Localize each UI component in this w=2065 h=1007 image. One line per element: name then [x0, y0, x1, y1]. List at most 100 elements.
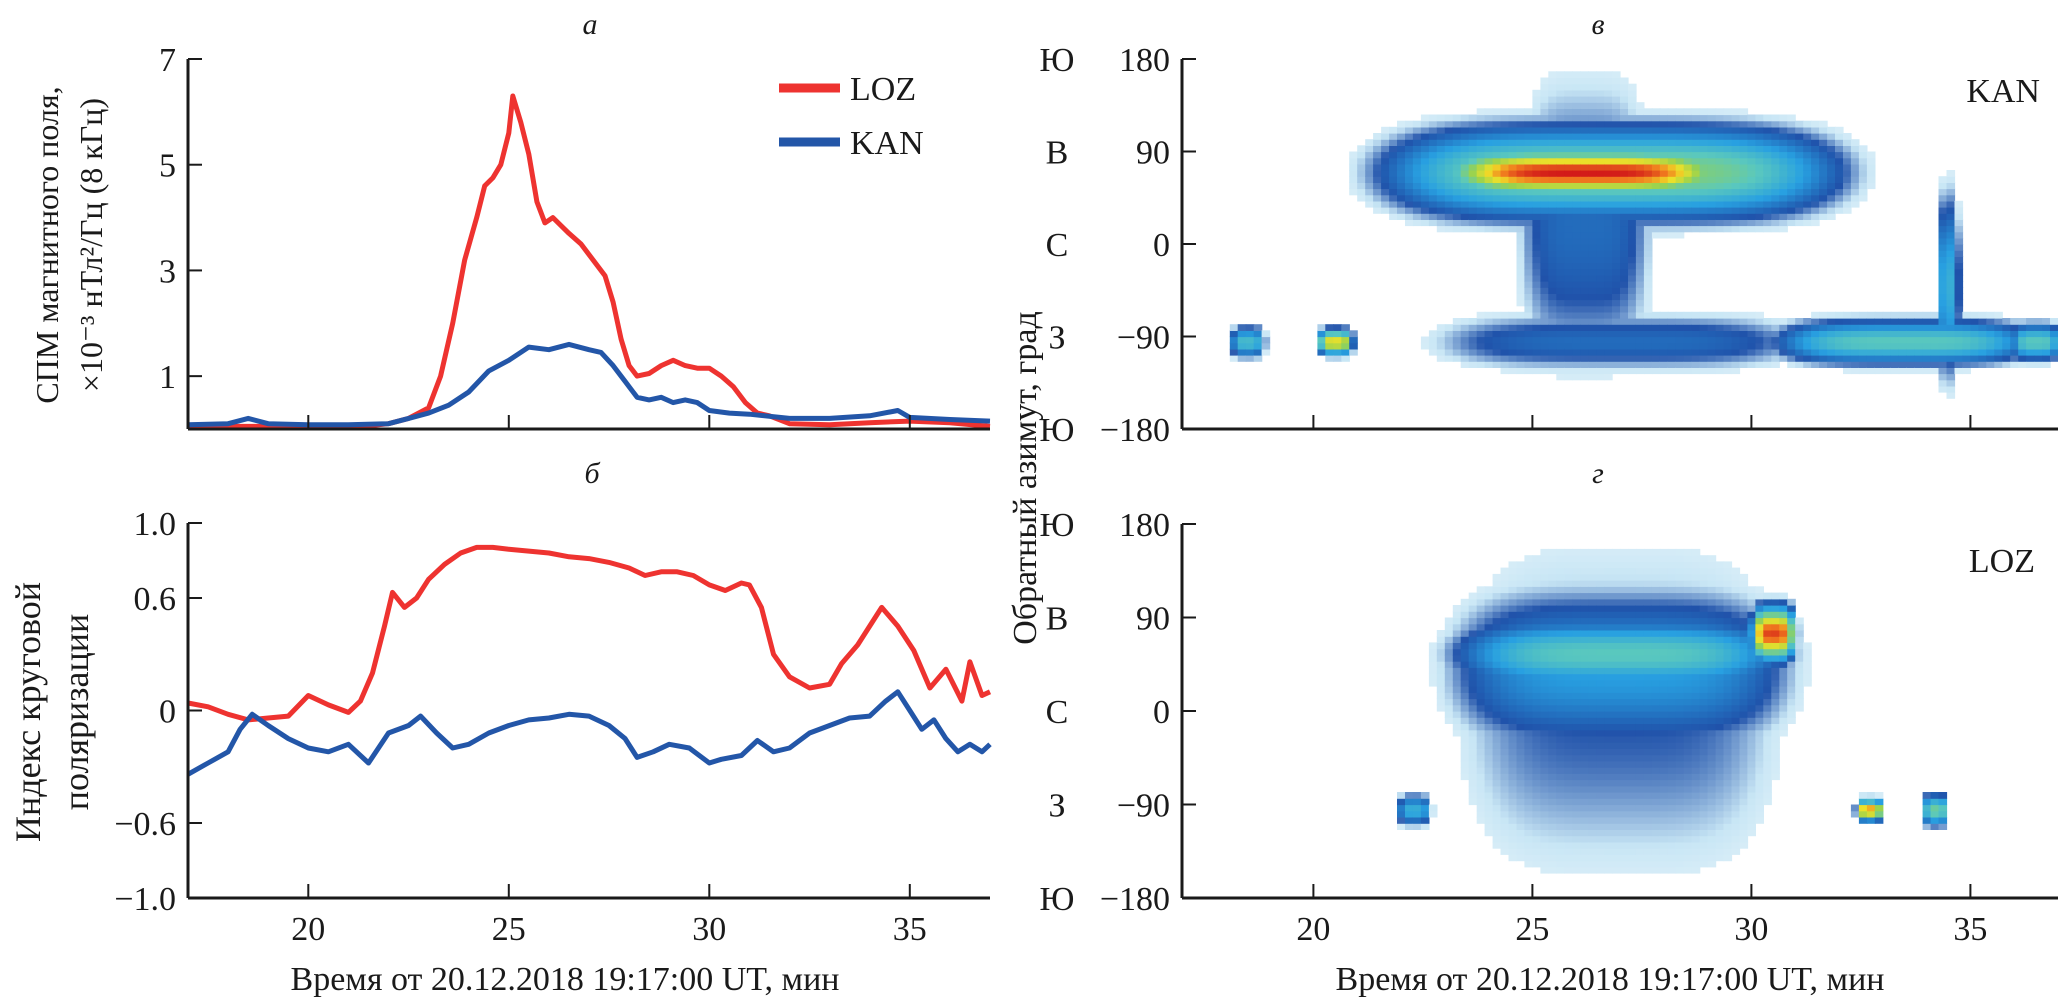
- heatmap-cell: [1588, 355, 1597, 362]
- panel-a-plot-area: [187, 93, 991, 429]
- heatmap-cell: [1508, 219, 1518, 227]
- heatmap-cell: [1850, 336, 1860, 344]
- heatmap-cell: [1755, 157, 1764, 165]
- heatmap-cell: [1994, 311, 2003, 319]
- heatmap-cell: [1436, 686, 1446, 693]
- heatmap-cell: [1516, 767, 1526, 774]
- heatmap-cell: [1468, 785, 1478, 793]
- heatmap-cell: [1588, 848, 1597, 855]
- heatmap-cell: [1938, 379, 1948, 387]
- heatmap-cell: [1683, 580, 1693, 587]
- x-tick-label: 25: [492, 911, 526, 948]
- heatmap-cell: [1994, 355, 2003, 362]
- heatmap-cell: [1580, 182, 1589, 190]
- heatmap-cell: [1651, 860, 1661, 868]
- heatmap-cell: [1978, 311, 1987, 319]
- heatmap-cell: [1819, 361, 1828, 368]
- heatmap-cell: [1938, 823, 1948, 830]
- heatmap-cell: [1628, 120, 1637, 128]
- heatmap-cell: [1635, 157, 1645, 165]
- heatmap-cell: [1819, 120, 1828, 128]
- heatmap-cell: [1500, 729, 1510, 737]
- heatmap-cell: [1612, 219, 1621, 227]
- heatmap-cell: [1500, 157, 1510, 165]
- heatmap-cell: [1500, 673, 1510, 681]
- heatmap-cell: [1771, 213, 1780, 220]
- heatmap-cell: [2002, 348, 2011, 356]
- heatmap-cell: [1739, 145, 1749, 153]
- heatmap-cell: [1548, 623, 1557, 631]
- heatmap-cell: [1548, 311, 1557, 319]
- heatmap-cell: [1787, 330, 1796, 338]
- heatmap-cell: [1651, 342, 1661, 350]
- heatmap-cell: [1516, 636, 1526, 643]
- heatmap-cell: [1580, 145, 1589, 153]
- heatmap-cell: [1508, 207, 1518, 214]
- heatmap-cell: [1341, 342, 1350, 350]
- heatmap-cell: [1986, 336, 1995, 344]
- heatmap-cell: [1635, 835, 1645, 843]
- heatmap-cell: [1819, 200, 1828, 208]
- heatmap-cell: [1508, 561, 1518, 569]
- heatmap-cell: [1747, 170, 1756, 177]
- heatmap-cell: [1564, 361, 1573, 368]
- heatmap-cell: [1731, 848, 1741, 855]
- heatmap-cell: [1580, 779, 1589, 787]
- heatmap-cell: [1596, 735, 1605, 743]
- heatmap-cell: [1811, 126, 1820, 134]
- heatmap-cell: [1620, 348, 1629, 356]
- heatmap-cell: [1500, 182, 1510, 190]
- heatmap-cell: [1707, 182, 1717, 190]
- heatmap-cell: [1612, 598, 1621, 606]
- heatmap-cell: [1683, 692, 1693, 700]
- heatmap-cell: [1237, 330, 1247, 338]
- heatmap-cell: [1898, 367, 1908, 375]
- heatmap-cell: [1954, 311, 1964, 319]
- heatmap-cell: [1460, 667, 1470, 675]
- heatmap-cell: [1659, 126, 1669, 134]
- heatmap-cell: [1819, 207, 1828, 214]
- heatmap-cell: [1604, 293, 1613, 301]
- heatmap-cell: [1476, 605, 1486, 612]
- heatmap-cell: [1476, 318, 1486, 325]
- heatmap-cell: [1683, 742, 1693, 749]
- heatmap-cell: [1572, 729, 1581, 737]
- heatmap-cell: [1460, 686, 1470, 693]
- heatmap-cell: [1532, 854, 1541, 862]
- heatmap-cell: [1675, 686, 1685, 693]
- heatmap-cell: [1635, 114, 1645, 122]
- heatmap-cell: [1691, 133, 1701, 140]
- heatmap-cell: [1564, 717, 1573, 724]
- heatmap-cell: [1771, 704, 1780, 712]
- heatmap-cell: [1492, 611, 1502, 619]
- heatmap-cell: [1604, 848, 1613, 855]
- heatmap-cell: [1723, 213, 1733, 220]
- heatmap-cell: [1779, 717, 1788, 724]
- heatmap-cell: [1596, 598, 1605, 606]
- heatmap-cell: [1827, 126, 1836, 134]
- heatmap-cell: [1588, 866, 1597, 874]
- heatmap-cell: [1628, 654, 1637, 662]
- heatmap-cell: [1850, 810, 1860, 818]
- heatmap-cell: [1580, 102, 1589, 109]
- heatmap-cell: [2018, 324, 2027, 331]
- heatmap-cell: [1229, 342, 1239, 350]
- heatmap-cell: [1492, 792, 1502, 799]
- heatmap-cell: [1460, 318, 1470, 325]
- heatmap-cell: [1747, 661, 1756, 668]
- heatmap-cell: [1843, 342, 1852, 350]
- heatmap-cell: [1659, 330, 1669, 338]
- heatmap-cell: [1604, 250, 1613, 257]
- heatmap-cell: [1731, 194, 1741, 202]
- heatmap-cell: [1675, 767, 1685, 774]
- heatmap-cell: [1564, 804, 1573, 812]
- heatmap-cell: [1548, 342, 1557, 350]
- heatmap-cell: [1357, 163, 1366, 171]
- heatmap-cell: [1683, 367, 1693, 375]
- heatmap-cell: [1970, 355, 1979, 362]
- heatmap-cell: [1580, 194, 1589, 202]
- heatmap-cell: [1532, 654, 1541, 662]
- heatmap-cell: [1667, 792, 1677, 799]
- heatmap-cell: [1675, 661, 1685, 668]
- heatmap-cell: [1468, 779, 1478, 787]
